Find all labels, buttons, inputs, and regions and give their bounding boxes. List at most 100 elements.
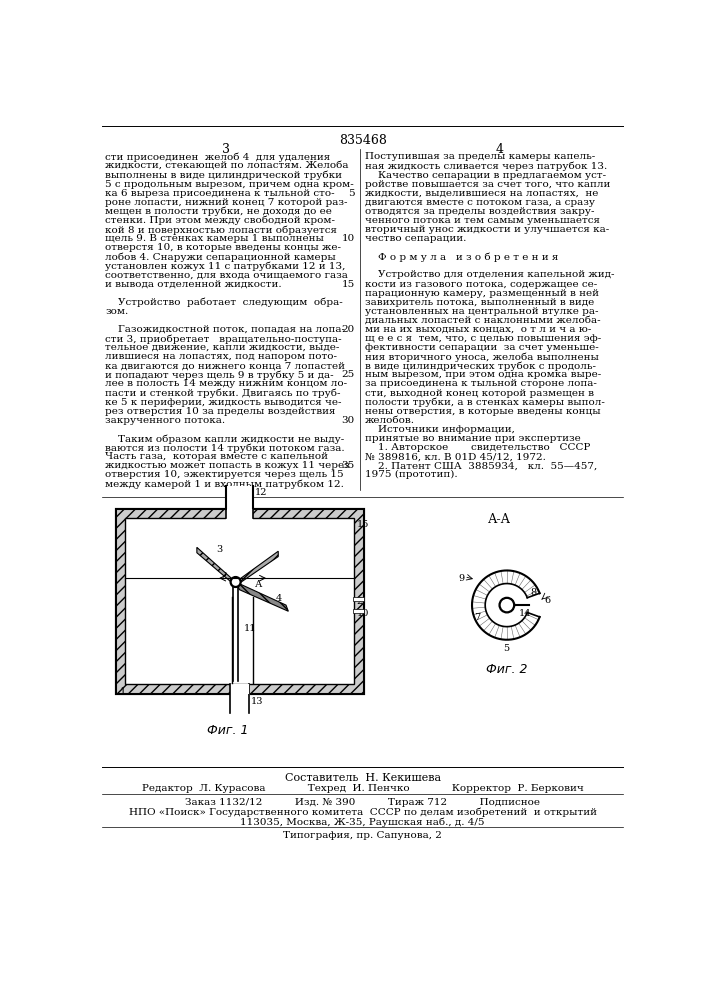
Text: ченного потока и тем самым уменьшается: ченного потока и тем самым уменьшается xyxy=(365,216,600,225)
Text: диальных лопастей с наклонными желоба-: диальных лопастей с наклонными желоба- xyxy=(365,316,601,325)
Text: Типография, пр. Сапунова, 2: Типография, пр. Сапунова, 2 xyxy=(284,831,442,840)
Text: щ е е с я  тем, что, с целью повышения эф-: щ е е с я тем, что, с целью повышения эф… xyxy=(365,334,601,343)
Text: Таким образом капли жидкости не выду-: Таким образом капли жидкости не выду- xyxy=(105,434,345,444)
Text: Часть газа,  которая вместе с капельной: Часть газа, которая вместе с капельной xyxy=(105,452,329,461)
Text: в виде цилиндрических трубок с продоль-: в виде цилиндрических трубок с продоль- xyxy=(365,361,596,371)
Text: ная жидкость сливается через патрубок 13.: ная жидкость сливается через патрубок 13… xyxy=(365,161,607,171)
Text: и вывода отделенной жидкости.: и вывода отделенной жидкости. xyxy=(105,280,282,289)
Text: отверстия 10, эжектируется через щель 15: отверстия 10, эжектируется через щель 15 xyxy=(105,470,344,479)
Polygon shape xyxy=(197,547,235,586)
Text: 2: 2 xyxy=(356,597,363,606)
Text: мещен в полости трубки, не доходя до ее: мещен в полости трубки, не доходя до ее xyxy=(105,207,332,216)
Text: чество сепарации.: чество сепарации. xyxy=(365,234,467,243)
Text: 10: 10 xyxy=(341,234,355,243)
Text: 3: 3 xyxy=(216,545,223,554)
Text: ройстве повышается за счет того, что капли: ройстве повышается за счет того, что кап… xyxy=(365,180,610,189)
Bar xyxy=(226,486,253,520)
Text: закрученного потока.: закрученного потока. xyxy=(105,416,226,425)
Text: 8: 8 xyxy=(530,588,536,597)
Text: между камерой 1 и входным патрубком 12.: между камерой 1 и входным патрубком 12. xyxy=(105,479,344,489)
Bar xyxy=(354,597,363,601)
Text: 2. Патент США  3885934,   кл.  55—457,: 2. Патент США 3885934, кл. 55—457, xyxy=(365,461,597,470)
Text: отверстя 10, в которые введены концы же-: отверстя 10, в которые введены концы же- xyxy=(105,243,341,252)
Text: № 389816, кл. В 01D 45/12, 1972.: № 389816, кл. В 01D 45/12, 1972. xyxy=(365,452,546,461)
Text: 1. Авторское       свидетельство   СССР: 1. Авторское свидетельство СССР xyxy=(365,443,590,452)
Text: отводятся за пределы воздействия закру-: отводятся за пределы воздействия закру- xyxy=(365,207,595,216)
Text: 835468: 835468 xyxy=(339,134,387,147)
Text: 13: 13 xyxy=(251,698,264,706)
Text: сти, выходной конец которой размещен в: сти, выходной конец которой размещен в xyxy=(365,389,594,398)
Text: 15: 15 xyxy=(341,280,355,289)
Text: 6: 6 xyxy=(545,596,551,605)
Text: за присоединена к тыльной стороне лопа-: за присоединена к тыльной стороне лопа- xyxy=(365,379,597,388)
Text: 15: 15 xyxy=(356,520,369,529)
Circle shape xyxy=(232,578,240,586)
Text: 4: 4 xyxy=(276,594,282,603)
Bar xyxy=(231,684,249,694)
Text: рез отверстия 10 за пределы воздействия: рез отверстия 10 за пределы воздействия xyxy=(105,407,336,416)
Text: Газожидкостной поток, попадая на лопа-: Газожидкостной поток, попадая на лопа- xyxy=(105,325,346,334)
Text: Ф о р м у л а   и з о б р е т е н и я: Ф о р м у л а и з о б р е т е н и я xyxy=(365,252,559,262)
Bar xyxy=(354,609,363,613)
Text: двигаются вместе с потоком газа, а сразу: двигаются вместе с потоком газа, а сразу xyxy=(365,198,595,207)
Text: Устройство  работает  следующим  обра-: Устройство работает следующим обра- xyxy=(105,298,343,307)
Bar xyxy=(230,684,250,713)
Text: лее в полость 14 между нижним концом ло-: лее в полость 14 между нижним концом ло- xyxy=(105,379,348,388)
Text: Источники информации,: Источники информации, xyxy=(365,425,515,434)
Text: установлен кожух 11 с патрубками 12 и 13,: установлен кожух 11 с патрубками 12 и 13… xyxy=(105,261,346,271)
Text: А-А: А-А xyxy=(488,513,510,526)
Text: ми на их выходных концах,  о т л и ч а ю-: ми на их выходных концах, о т л и ч а ю- xyxy=(365,325,592,334)
Text: Заказ 1132/12          Изд. № 390          Тираж 712          Подписное: Заказ 1132/12 Изд. № 390 Тираж 712 Подпи… xyxy=(185,798,540,807)
Text: 1: 1 xyxy=(119,687,126,696)
Text: стенки. При этом между свободной кром-: стенки. При этом между свободной кром- xyxy=(105,216,335,225)
Text: жидкости, стекающей по лопастям. Желоба: жидкости, стекающей по лопастям. Желоба xyxy=(105,161,349,170)
Text: ка двигаются до нижнего конца 7 лопастей: ка двигаются до нижнего конца 7 лопастей xyxy=(105,361,346,370)
Text: желобов.: желобов. xyxy=(365,416,415,425)
Text: ка 6 выреза присоединена к тыльной сто-: ка 6 выреза присоединена к тыльной сто- xyxy=(105,189,335,198)
Text: 113035, Москва, Ж-35, Раушская наб., д. 4/5: 113035, Москва, Ж-35, Раушская наб., д. … xyxy=(240,818,485,827)
Text: роне лопасти, нижний конец 7 которой раз-: роне лопасти, нижний конец 7 которой раз… xyxy=(105,198,348,207)
Circle shape xyxy=(230,577,241,587)
Bar xyxy=(227,509,252,518)
Text: 9: 9 xyxy=(458,574,464,583)
Circle shape xyxy=(501,599,513,611)
Text: Фиг. 1: Фиг. 1 xyxy=(207,724,249,737)
Text: ке 5 к периферии, жидкость выводится че-: ке 5 к периферии, жидкость выводится че- xyxy=(105,398,342,407)
Text: кой 8 и поверхностью лопасти образуется: кой 8 и поверхностью лопасти образуется xyxy=(105,225,337,235)
Text: 11: 11 xyxy=(243,624,256,633)
Bar xyxy=(125,518,354,684)
Text: парационную камеру, размещенный в ней: парационную камеру, размещенный в ней xyxy=(365,289,599,298)
Text: 10: 10 xyxy=(356,609,369,618)
Text: 14: 14 xyxy=(518,609,531,618)
Text: 30: 30 xyxy=(341,416,355,425)
Text: вторичный унос жидкости и улучшается ка-: вторичный унос жидкости и улучшается ка- xyxy=(365,225,609,234)
Text: завихритель потока, выполненный в виде: завихритель потока, выполненный в виде xyxy=(365,298,595,307)
Text: 5: 5 xyxy=(503,644,509,653)
Text: лобов 4. Снаружи сепарационной камеры: лобов 4. Снаружи сепарационной камеры xyxy=(105,252,336,262)
Bar xyxy=(115,509,363,694)
Text: Составитель  Н. Кекишева: Составитель Н. Кекишева xyxy=(285,773,440,783)
Text: тельное движение, капли жидкости, выде-: тельное движение, капли жидкости, выде- xyxy=(105,343,340,352)
Text: принятые во внимание при экспертизе: принятые во внимание при экспертизе xyxy=(365,434,580,443)
Bar xyxy=(125,518,354,684)
Text: ния вторичного уноса, желоба выполнены: ния вторичного уноса, желоба выполнены xyxy=(365,352,599,362)
Text: кости из газового потока, содержащее се-: кости из газового потока, содержащее се- xyxy=(365,280,597,289)
Text: Поступившая за пределы камеры капель-: Поступившая за пределы камеры капель- xyxy=(365,152,595,161)
Text: 4: 4 xyxy=(495,143,503,156)
Circle shape xyxy=(499,597,515,613)
Text: установленных на центральной втулке ра-: установленных на центральной втулке ра- xyxy=(365,307,599,316)
Text: нены отверстия, в которые введены концы: нены отверстия, в которые введены концы xyxy=(365,407,601,416)
Text: 7: 7 xyxy=(474,613,481,622)
Bar xyxy=(115,509,363,694)
Text: зом.: зом. xyxy=(105,307,129,316)
Text: ваются из полости 14 трубки потоком газа.: ваются из полости 14 трубки потоком газа… xyxy=(105,443,345,453)
Text: Качество сепарации в предлагаемом уст-: Качество сепарации в предлагаемом уст- xyxy=(365,171,606,180)
Text: Редактор  Л. Курасова             Техред  И. Пенчко             Корректор  Р. Бе: Редактор Л. Курасова Техред И. Пенчко Ко… xyxy=(142,784,583,793)
Text: и попадают через щель 9 в трубку 5 и да-: и попадают через щель 9 в трубку 5 и да- xyxy=(105,370,334,380)
Text: соответственно, для входа очищаемого газа: соответственно, для входа очищаемого газ… xyxy=(105,270,349,279)
Text: лившиеся на лопастях, под напором пото-: лившиеся на лопастях, под напором пото- xyxy=(105,352,337,361)
Text: щель 9. В стенках камеры 1 выполнены: щель 9. В стенках камеры 1 выполнены xyxy=(105,234,325,243)
Text: полости трубки, а в стенках камеры выпол-: полости трубки, а в стенках камеры выпол… xyxy=(365,398,605,407)
Text: А: А xyxy=(222,572,229,581)
Text: пасти и стенкой трубки. Двигаясь по труб-: пасти и стенкой трубки. Двигаясь по труб… xyxy=(105,389,341,398)
